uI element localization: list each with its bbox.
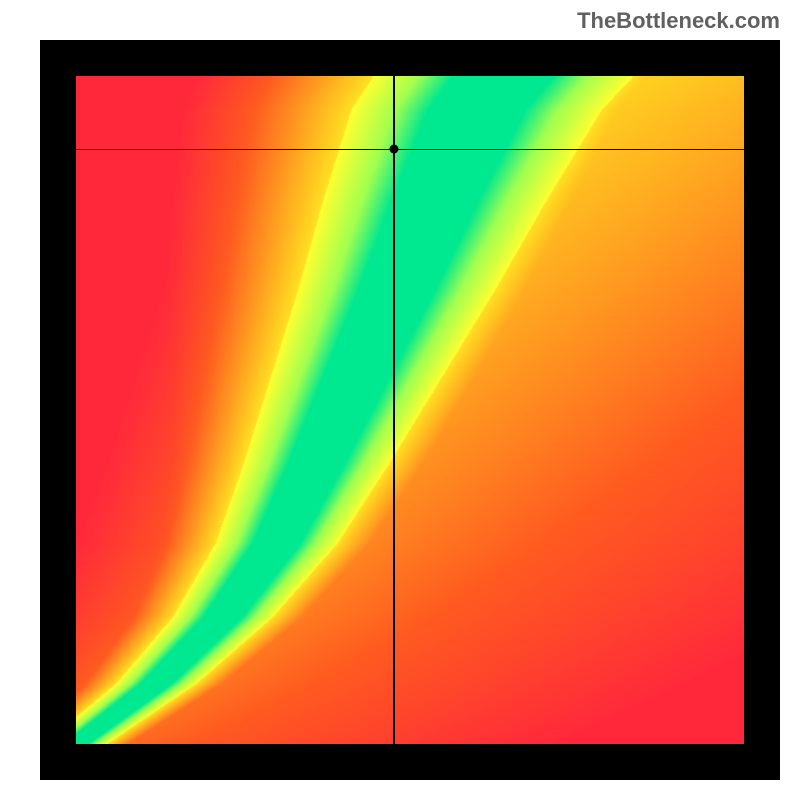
chart-container: TheBottleneck.com	[0, 0, 800, 800]
heatmap-canvas	[76, 76, 744, 744]
crosshair-horizontal	[76, 149, 744, 151]
data-point-marker	[389, 145, 398, 154]
watermark-text: TheBottleneck.com	[577, 8, 780, 34]
plot-area	[76, 76, 744, 744]
crosshair-vertical	[393, 76, 395, 744]
